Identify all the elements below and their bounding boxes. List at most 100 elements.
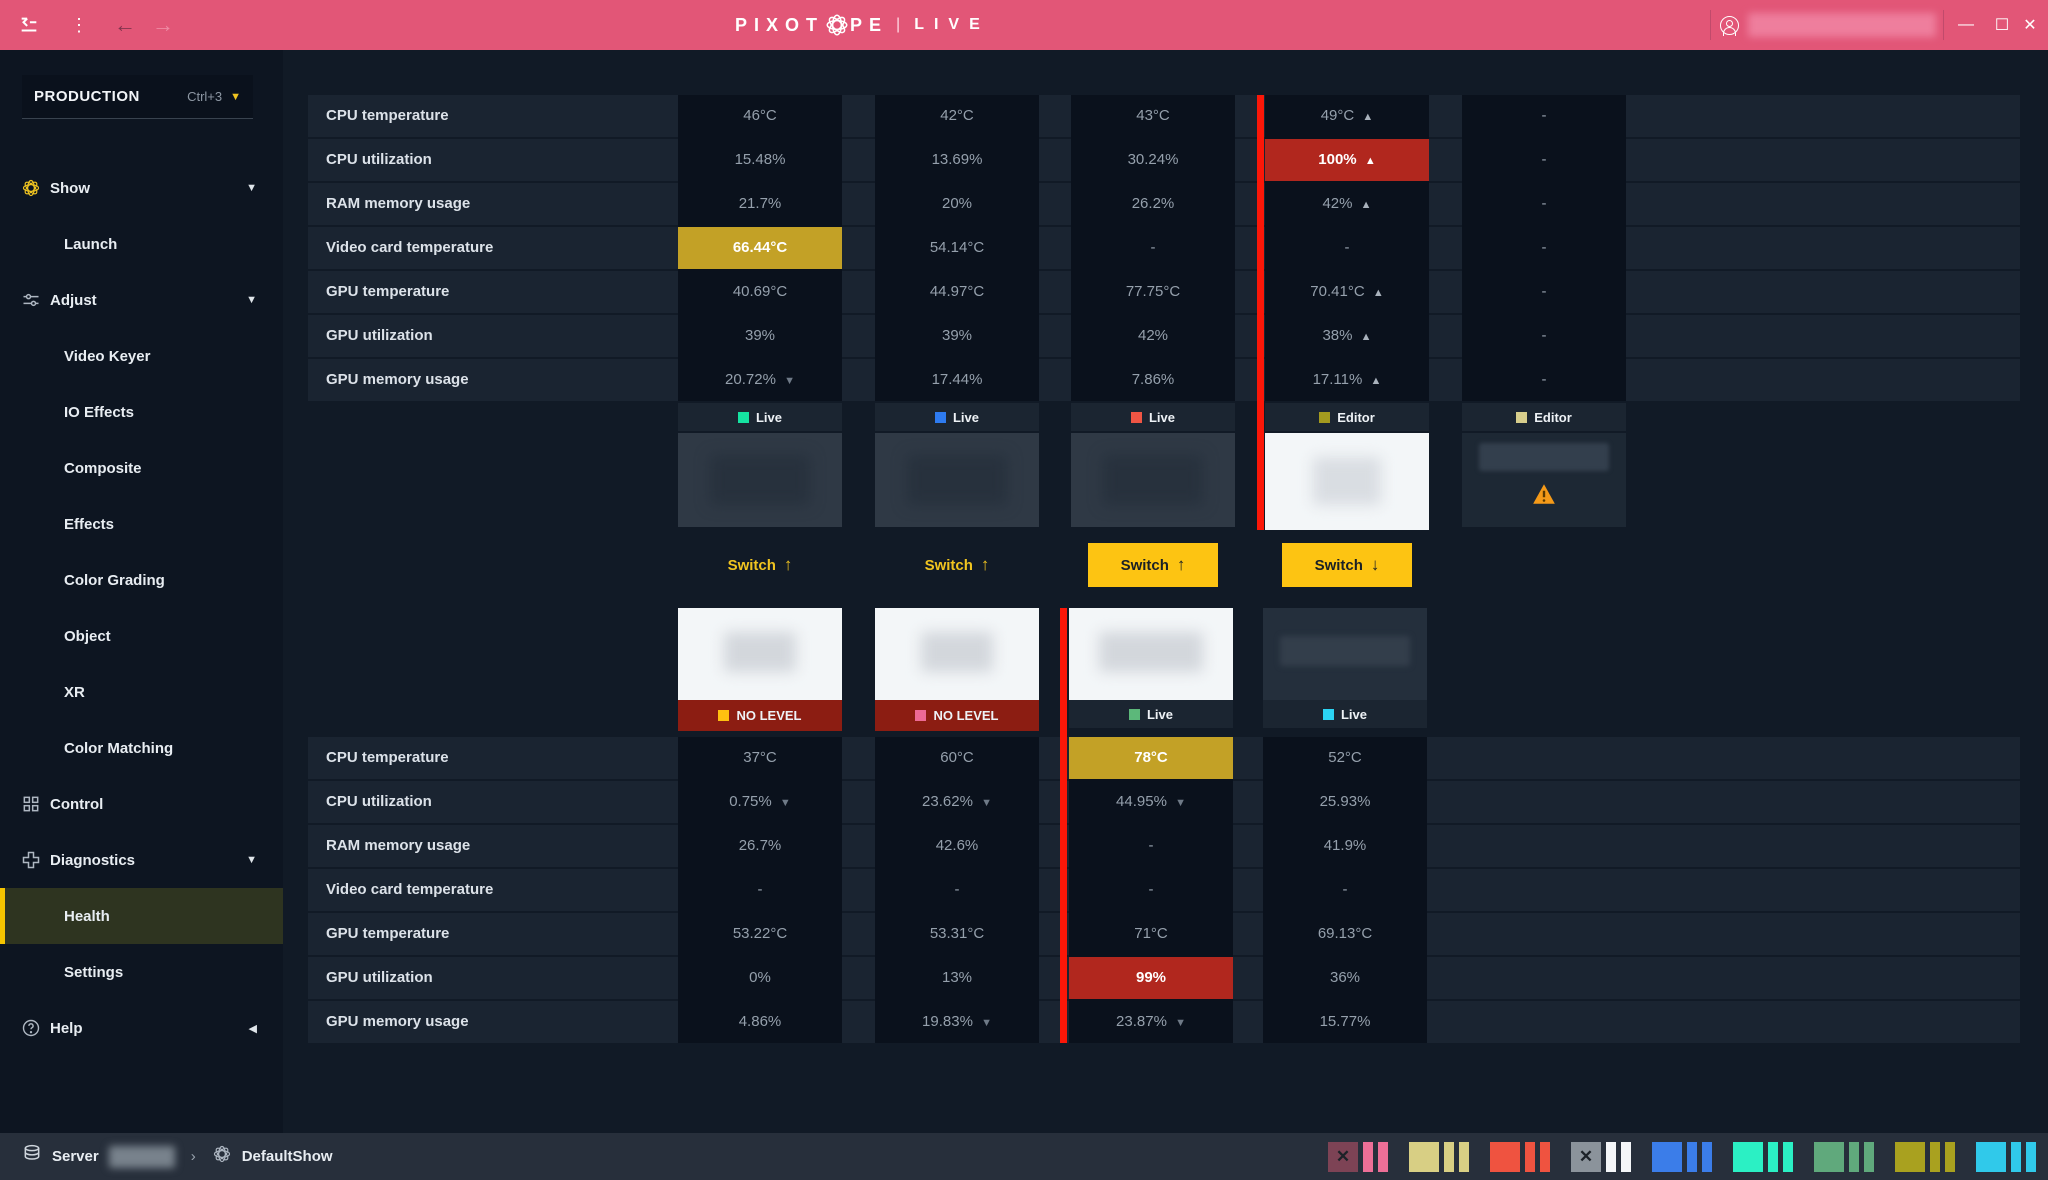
- sidebar-menu: Show ▼ Launch Adjust ▼ Video Keyer IO Effects C…: [0, 160, 283, 1056]
- titlebar: ⋮ ← → PIXOT PE | LIVE — ☐ ✕: [0, 0, 2048, 50]
- machine-tile[interactable]: [875, 433, 1039, 527]
- status-badge-label: Live: [1146, 706, 1173, 722]
- sidebar-item-effects[interactable]: Effects: [0, 496, 283, 552]
- machine-tile-selected[interactable]: [1265, 433, 1429, 530]
- disconnected-x-icon: ✕: [1328, 1141, 1358, 1172]
- metric-value-cell: 17.44%: [931, 371, 983, 388]
- sidebar-item-show[interactable]: Show ▼: [0, 160, 283, 216]
- machine-status-block[interactable]: [1895, 1141, 1955, 1172]
- collapse-sidebar-icon[interactable]: [12, 0, 46, 50]
- trend-up-icon: ▲: [1372, 287, 1384, 299]
- status-badge-label: Editor: [1534, 409, 1572, 425]
- status-bar-icon: [1768, 1141, 1778, 1172]
- sidebar-item-health[interactable]: Health: [0, 888, 283, 944]
- machine-status-block[interactable]: [1490, 1141, 1550, 1172]
- trend-up-icon: ▲: [1362, 111, 1374, 123]
- username-redacted: [1748, 13, 1936, 37]
- metric-value-cell: -: [1342, 881, 1348, 898]
- user-avatar-icon[interactable]: [1720, 16, 1739, 36]
- metric-value-cell: 77.75°C: [1125, 283, 1181, 300]
- machine-tile[interactable]: [678, 433, 842, 527]
- forward-arrow-icon[interactable]: →: [152, 12, 174, 37]
- server-name-redacted: [108, 1145, 175, 1168]
- sidebar-item-launch[interactable]: Launch: [0, 216, 283, 272]
- sidebar-item-color-grading[interactable]: Color Grading: [0, 552, 283, 608]
- machine-status-block[interactable]: [1814, 1141, 1874, 1172]
- context-label: PRODUCTION: [34, 88, 140, 105]
- close-button[interactable]: ✕: [2023, 17, 2037, 34]
- minimize-button[interactable]: —: [1958, 16, 1974, 33]
- machine-status-block[interactable]: ✕: [1328, 1141, 1388, 1172]
- status-color-icon: [915, 710, 927, 721]
- show-breadcrumb-item[interactable]: DefaultShow: [241, 1148, 333, 1165]
- machine-tile[interactable]: [1462, 433, 1626, 527]
- status-badge-label: Editor: [1337, 409, 1375, 425]
- machine-status-badge: Live: [1263, 700, 1427, 728]
- metric-value-cell: 69.13°C: [1317, 925, 1373, 942]
- machine-values-column: 60°C 23.62% ▼ 42.6% - 53.31°C 13% 19.83% ▼: [875, 737, 1039, 1043]
- metric-value-cell: 20.72% ▼: [725, 371, 795, 388]
- kebab-menu-icon[interactable]: ⋮: [70, 14, 88, 35]
- sidebar-item-control[interactable]: Control: [0, 776, 283, 832]
- machine-tile[interactable]: [1069, 608, 1233, 700]
- sidebar-item-io-effects[interactable]: IO Effects: [0, 384, 283, 440]
- machine-status-block[interactable]: [1733, 1141, 1793, 1172]
- arrow-up-icon: ↑: [783, 555, 793, 574]
- metric-value-cell: 13.69%: [931, 151, 983, 168]
- sidebar-item-video-keyer[interactable]: Video Keyer: [0, 328, 283, 384]
- metric-value-cell: 19.83% ▼: [922, 1013, 992, 1030]
- metric-value-cell: -: [1541, 327, 1547, 344]
- status-square-icon: [1895, 1141, 1925, 1172]
- machine-values-column: 52°C 25.93% 41.9% - 69.13°C 36% 15.77%: [1263, 737, 1427, 1043]
- metric-value-cell: 20%: [941, 195, 973, 212]
- machine-status-badge: Live: [678, 403, 842, 431]
- metric-value-cell: 78°C: [1069, 737, 1233, 779]
- machine-status-block[interactable]: [1976, 1141, 2036, 1172]
- sidebar-item-composite[interactable]: Composite: [0, 440, 283, 496]
- sidebar-item-label: IO Effects: [64, 403, 135, 421]
- metric-value-cell: 13%: [941, 969, 973, 986]
- metric-value-cell: 7.86%: [1131, 371, 1175, 388]
- sidebar-item-object[interactable]: Object: [0, 608, 283, 664]
- status-color-icon: [1516, 411, 1528, 423]
- status-bar-icon: [1849, 1141, 1859, 1172]
- machine-status-block[interactable]: ✕: [1571, 1141, 1631, 1172]
- sidebar-item-label: XR: [64, 683, 85, 701]
- logo-divider: |: [896, 16, 901, 33]
- metric-value-cell: 42°C: [940, 107, 974, 124]
- machine-status-block[interactable]: [1409, 1141, 1469, 1172]
- trend-down-icon: ▼: [1175, 1017, 1186, 1029]
- machine-tile[interactable]: [678, 608, 842, 700]
- metric-value-cell: -: [757, 881, 763, 898]
- sidebar-item-diagnostics[interactable]: Diagnostics ▼: [0, 832, 283, 888]
- switch-button[interactable]: Switch ↑: [695, 543, 825, 587]
- sidebar-item-help[interactable]: Help ◀: [0, 1000, 283, 1056]
- machine-tile[interactable]: [875, 608, 1039, 700]
- machine-status-block[interactable]: [1652, 1141, 1712, 1172]
- switch-label: Switch: [1120, 556, 1169, 574]
- server-breadcrumb-item[interactable]: Server: [52, 1148, 99, 1165]
- metric-label: GPU temperature: [326, 925, 450, 942]
- metric-value-cell: -: [1150, 239, 1156, 256]
- machine-tile[interactable]: [1071, 433, 1235, 527]
- metric-value-cell: -: [1541, 107, 1547, 124]
- maximize-button[interactable]: ☐: [1994, 17, 2010, 34]
- back-arrow-icon[interactable]: ←: [114, 12, 136, 37]
- sidebar-item-label: Color Grading: [64, 571, 165, 589]
- sidebar-item-settings[interactable]: Settings: [0, 944, 283, 1000]
- metric-value-cell: 36%: [1329, 969, 1361, 986]
- switch-button[interactable]: Switch ↑: [1088, 543, 1218, 587]
- metric-value-cell: 37°C: [743, 749, 777, 766]
- sidebar-item-adjust[interactable]: Adjust ▼: [0, 272, 283, 328]
- switch-button[interactable]: Switch ↓: [1282, 543, 1412, 587]
- sidebar-item-color-matching[interactable]: Color Matching: [0, 720, 283, 776]
- metric-value-cell: -: [1148, 881, 1154, 898]
- context-selector[interactable]: PRODUCTION Ctrl+3 ▼: [22, 75, 253, 119]
- sidebar-item-label: Composite: [64, 459, 142, 477]
- machine-tile[interactable]: [1263, 608, 1427, 700]
- metric-value-cell: 99%: [1069, 957, 1233, 999]
- sidebar-item-xr[interactable]: XR: [0, 664, 283, 720]
- trend-down-icon: ▼: [981, 1017, 992, 1029]
- machine-values-column: 37°C 0.75% ▼ 26.7% - 53.22°C 0% 4.86%: [678, 737, 842, 1043]
- switch-button[interactable]: Switch ↑: [892, 543, 1022, 587]
